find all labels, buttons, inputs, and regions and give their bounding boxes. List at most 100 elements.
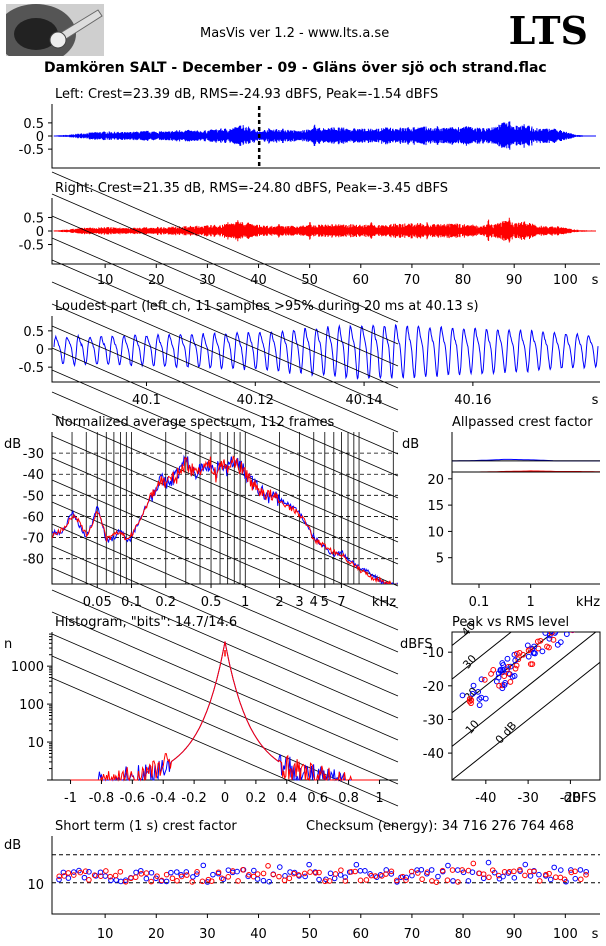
short-term-crest-point bbox=[210, 871, 216, 878]
short-term-crest-point bbox=[56, 873, 63, 880]
short-term-crest-point bbox=[143, 875, 150, 882]
loudest-part-xtick-label: 40.1 bbox=[132, 393, 161, 408]
short-term-crest-point bbox=[240, 867, 246, 873]
short-term-crest-point bbox=[194, 871, 200, 877]
avg-spectrum-xtick-label: 0.1 bbox=[121, 595, 142, 610]
allpass-crest-ytick-label: 15 bbox=[427, 499, 444, 514]
peak-vs-rms-ytick-label: -20 bbox=[423, 680, 444, 695]
loudest-part-signal bbox=[53, 324, 599, 380]
short-term-crest-point bbox=[377, 872, 384, 878]
histogram-ylabel: n bbox=[4, 637, 12, 652]
allpass-crest-xtick-label: 0.1 bbox=[469, 595, 490, 610]
app-title: MasVis ver 1.2 - www.lts.a.se bbox=[200, 26, 390, 41]
histogram-xtick-label: 0.2 bbox=[246, 791, 267, 806]
short-term-crest-point bbox=[486, 874, 492, 881]
peak-vs-rms-point bbox=[542, 632, 549, 636]
peak-vs-rms-point bbox=[570, 632, 575, 634]
short-term-crest-point bbox=[286, 875, 293, 882]
left-waveform-ytick-label: -0.5 bbox=[19, 143, 44, 158]
peak-vs-rms-point bbox=[581, 612, 586, 617]
short-term-crest-point bbox=[470, 860, 477, 867]
short-term-crest-point bbox=[117, 868, 124, 875]
short-term-crest-xtick-label: 80 bbox=[455, 927, 472, 942]
short-term-crest-point bbox=[337, 872, 344, 878]
short-term-crest-point bbox=[408, 868, 415, 875]
short-term-crest-point bbox=[103, 868, 109, 874]
short-term-crest-point bbox=[169, 875, 176, 882]
short-term-crest-point bbox=[348, 869, 354, 875]
avg-spectrum-slope-line bbox=[51, 655, 399, 807]
peak-vs-rms-point bbox=[459, 692, 466, 699]
short-term-crest-point bbox=[316, 869, 322, 876]
short-term-crest-point bbox=[469, 869, 476, 875]
allpass-crest-axes bbox=[451, 432, 600, 585]
right-waveform-xtick-label: 100 bbox=[553, 273, 578, 288]
right-waveform-xtick-label: 80 bbox=[455, 273, 472, 288]
avg-spectrum-xtick-label: 1 bbox=[241, 595, 249, 610]
short-term-crest-point bbox=[403, 877, 409, 883]
short-term-crest-point bbox=[81, 874, 88, 881]
loudest-part-xtick-label: 40.12 bbox=[237, 393, 274, 408]
peak-vs-rms-point bbox=[563, 632, 570, 637]
peak-vs-rms-crest-line bbox=[452, 632, 597, 748]
allpass-crest-ytick-label: 10 bbox=[427, 525, 444, 540]
loudest-part-xtick-label: 40.16 bbox=[454, 393, 491, 408]
short-term-crest-point bbox=[489, 867, 496, 873]
short-term-crest-point bbox=[449, 867, 456, 873]
headphone-plug-icon bbox=[6, 4, 104, 56]
short-term-crest-point bbox=[459, 867, 465, 873]
short-term-crest-point bbox=[302, 873, 308, 880]
peak-vs-rms-point bbox=[525, 647, 532, 654]
peak-vs-rms-point bbox=[546, 644, 552, 651]
short-term-crest-point bbox=[168, 869, 174, 876]
short-term-crest-xtick-label: 50 bbox=[301, 927, 318, 942]
short-term-crest-point bbox=[61, 873, 68, 879]
short-term-crest-point bbox=[418, 866, 425, 873]
peak-vs-rms-xlabel: dBFS bbox=[564, 791, 597, 806]
left-waveform-ytick-label: 0 bbox=[36, 130, 44, 145]
right-waveform-xtick-label: 30 bbox=[199, 273, 216, 288]
allpass-crest-xtick-label: 1 bbox=[527, 595, 535, 610]
histogram-xtick-label: -0.6 bbox=[120, 791, 145, 806]
short-term-crest-point bbox=[184, 872, 190, 878]
short-term-crest-point bbox=[383, 871, 389, 877]
avg-spectrum-xtick-label: 5 bbox=[321, 595, 329, 610]
avg-spectrum-slope-line bbox=[51, 545, 399, 697]
short-term-crest-point bbox=[327, 870, 334, 877]
short-term-crest-axes bbox=[51, 836, 600, 915]
avg-spectrum-xtick-label: 0.2 bbox=[155, 595, 176, 610]
peak-vs-rms-xtick-label: -20 bbox=[560, 791, 581, 806]
short-term-crest-point bbox=[91, 872, 98, 879]
short-term-crest-point bbox=[444, 877, 451, 883]
short-term-crest-point bbox=[173, 869, 180, 875]
short-term-crest-point bbox=[281, 877, 288, 884]
avg-spectrum-slope-line bbox=[51, 325, 399, 477]
peak-vs-rms-point bbox=[575, 624, 580, 629]
short-term-crest-point bbox=[527, 873, 534, 879]
avg-spectrum-grid bbox=[51, 171, 399, 829]
short-term-crest-point bbox=[86, 869, 92, 875]
avg-spectrum-slope-line bbox=[51, 171, 399, 323]
short-term-crest-point bbox=[522, 872, 528, 879]
right-waveform-title: Right: Crest=21.35 dB, RMS=-24.80 dBFS, … bbox=[55, 181, 448, 196]
avg-spectrum-slope-line bbox=[51, 457, 399, 609]
short-term-crest-point bbox=[455, 879, 461, 885]
short-term-crest-point bbox=[108, 877, 114, 884]
short-term-crest-point bbox=[265, 863, 271, 869]
short-term-crest-ylabel: dB bbox=[4, 838, 21, 853]
peak-vs-rms-point bbox=[571, 625, 576, 630]
avg-spectrum-ytick-label: -70 bbox=[23, 532, 44, 547]
peak-vs-rms-crest-line bbox=[452, 632, 555, 714]
short-term-crest-point bbox=[86, 877, 92, 883]
peak-vs-rms-point bbox=[530, 650, 537, 656]
peak-vs-rms-point bbox=[569, 619, 574, 624]
peak-vs-rms-crest-label: 0 dB bbox=[493, 719, 519, 746]
peak-vs-rms-point bbox=[468, 697, 475, 704]
peak-vs-rms-point bbox=[582, 615, 587, 620]
peak-vs-rms-point bbox=[539, 648, 546, 655]
avg-spectrum-slope-line bbox=[51, 281, 399, 433]
peak-vs-rms-point bbox=[469, 690, 476, 697]
short-term-crest-point bbox=[215, 869, 222, 876]
peak-vs-rms-ytick-label: -30 bbox=[423, 713, 444, 728]
right-waveform-ytick-label: 0 bbox=[36, 225, 44, 240]
